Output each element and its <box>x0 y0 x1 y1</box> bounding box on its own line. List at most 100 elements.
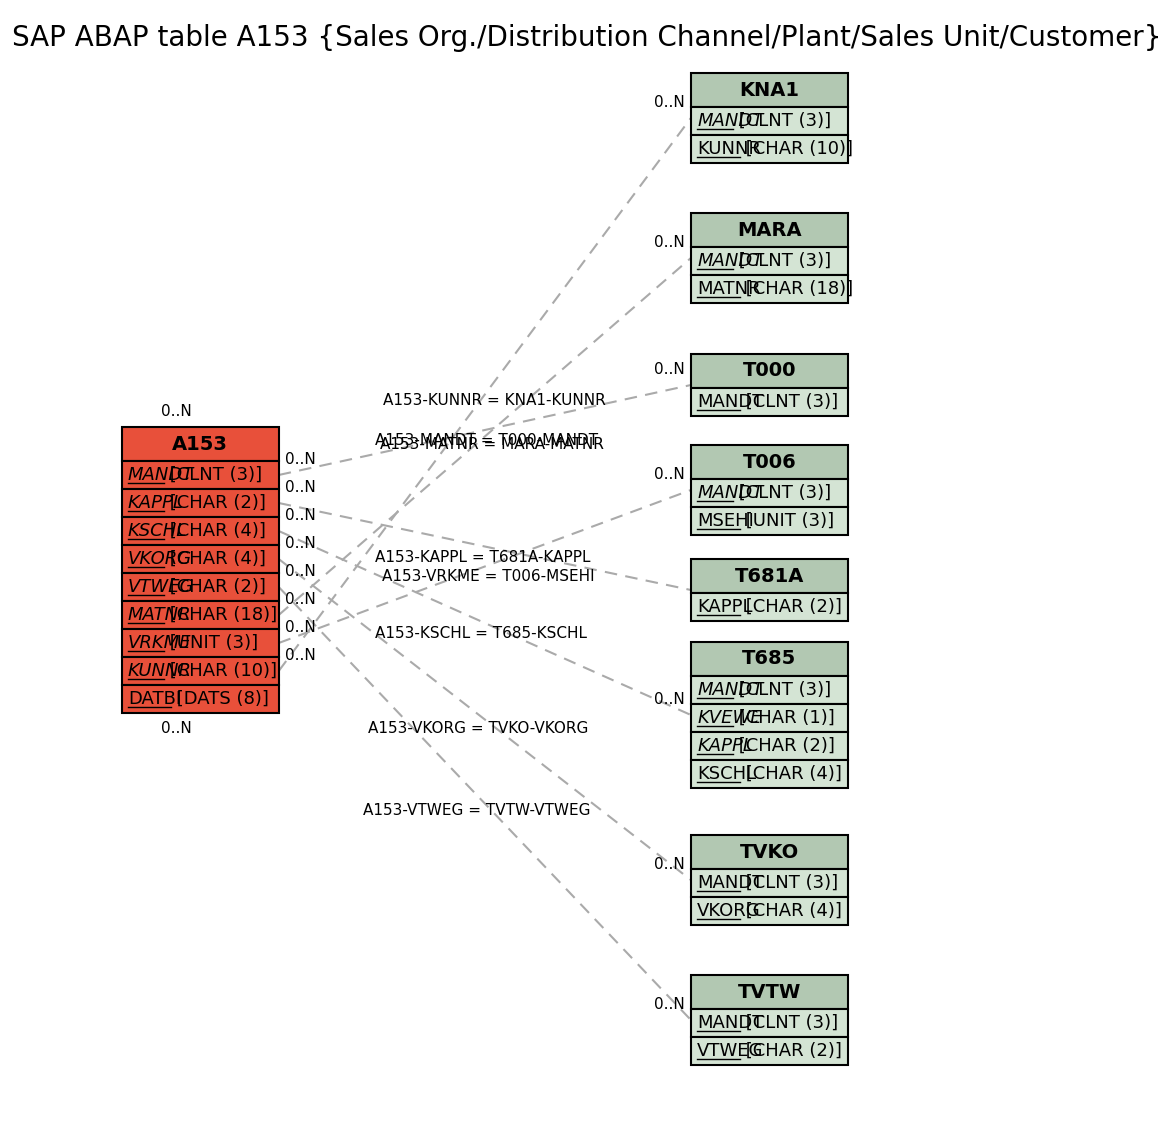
Text: KSCHL: KSCHL <box>697 765 757 782</box>
Text: MANDT: MANDT <box>697 1014 764 1032</box>
Text: [CLNT (3)]: [CLNT (3)] <box>740 874 838 892</box>
Text: [CLNT (3)]: [CLNT (3)] <box>740 1014 838 1032</box>
Text: 0..N: 0..N <box>653 693 685 707</box>
Bar <box>122 629 279 657</box>
Text: MANDT: MANDT <box>697 681 764 699</box>
Bar <box>691 73 848 107</box>
Text: MARA: MARA <box>737 221 801 239</box>
Text: VTWEG: VTWEG <box>128 577 195 596</box>
Text: 0..N: 0..N <box>653 467 685 482</box>
Text: VRKME: VRKME <box>128 634 191 652</box>
Bar <box>691 1009 848 1036</box>
Text: [UNIT (3)]: [UNIT (3)] <box>740 513 834 530</box>
Text: 0..N: 0..N <box>285 648 316 663</box>
Text: KAPPL: KAPPL <box>697 737 753 755</box>
Bar <box>691 1036 848 1065</box>
Text: MSEHI: MSEHI <box>697 513 754 530</box>
Text: 0..N: 0..N <box>285 592 316 607</box>
Text: VTWEG: VTWEG <box>697 1042 764 1060</box>
Text: MANDT: MANDT <box>697 252 764 270</box>
Text: A153-KUNNR = KNA1-KUNNR: A153-KUNNR = KNA1-KUNNR <box>382 393 605 408</box>
Text: [CHAR (2)]: [CHAR (2)] <box>740 1042 841 1060</box>
Text: [CHAR (2)]: [CHAR (2)] <box>164 494 266 513</box>
Text: 0..N: 0..N <box>161 404 192 419</box>
Text: T000: T000 <box>743 361 796 380</box>
Text: [CHAR (18)]: [CHAR (18)] <box>164 606 277 624</box>
Text: A153-VRKME = T006-MSEHI: A153-VRKME = T006-MSEHI <box>382 570 595 584</box>
Text: 0..N: 0..N <box>285 620 316 636</box>
Bar <box>691 213 848 247</box>
Bar <box>691 136 848 163</box>
Text: A153-KSCHL = T685-KSCHL: A153-KSCHL = T685-KSCHL <box>374 625 586 640</box>
Text: KUNNR: KUNNR <box>697 140 761 158</box>
Text: 0..N: 0..N <box>161 721 192 736</box>
Text: A153-KAPPL = T681A-KAPPL: A153-KAPPL = T681A-KAPPL <box>375 550 590 565</box>
Text: MANDT: MANDT <box>697 874 764 892</box>
Text: 0..N: 0..N <box>285 536 316 551</box>
Text: 0..N: 0..N <box>285 452 316 467</box>
Bar <box>691 593 848 621</box>
Text: [CHAR (10)]: [CHAR (10)] <box>740 140 853 158</box>
Text: KSCHL: KSCHL <box>128 522 188 540</box>
Text: [CLNT (3)]: [CLNT (3)] <box>733 484 832 502</box>
Bar <box>691 677 848 704</box>
Text: [CHAR (2)]: [CHAR (2)] <box>164 577 266 596</box>
Text: [CHAR (2)]: [CHAR (2)] <box>733 737 835 755</box>
Text: MANDT: MANDT <box>697 112 764 130</box>
Text: TVTW: TVTW <box>738 983 801 1001</box>
Bar <box>691 732 848 760</box>
Bar <box>691 445 848 480</box>
Text: [CHAR (18)]: [CHAR (18)] <box>740 280 853 298</box>
Text: 0..N: 0..N <box>653 235 685 249</box>
Text: A153-VTWEG = TVTW-VTWEG: A153-VTWEG = TVTW-VTWEG <box>364 803 590 818</box>
Bar <box>122 544 279 573</box>
Text: [CLNT (3)]: [CLNT (3)] <box>733 252 832 270</box>
Text: 0..N: 0..N <box>653 997 685 1011</box>
Bar <box>691 480 848 507</box>
Text: [CHAR (4)]: [CHAR (4)] <box>164 550 266 568</box>
Text: KAPPL: KAPPL <box>128 494 184 513</box>
Bar <box>122 685 279 713</box>
Text: [CLNT (3)]: [CLNT (3)] <box>733 112 832 130</box>
Text: A153: A153 <box>172 434 228 453</box>
Bar <box>122 461 279 489</box>
Text: KUNNR: KUNNR <box>128 662 192 680</box>
Bar <box>691 247 848 274</box>
Bar <box>122 601 279 629</box>
Bar <box>691 274 848 303</box>
Text: [CHAR (4)]: [CHAR (4)] <box>740 765 841 782</box>
Bar <box>122 573 279 601</box>
Bar <box>122 657 279 685</box>
Text: A153-MANDT = T000-MANDT: A153-MANDT = T000-MANDT <box>375 433 598 449</box>
Text: MATNR: MATNR <box>697 280 761 298</box>
Text: KAPPL: KAPPL <box>697 598 753 616</box>
Text: [CHAR (2)]: [CHAR (2)] <box>740 598 841 616</box>
Text: 0..N: 0..N <box>285 564 316 579</box>
Text: 0..N: 0..N <box>653 362 685 377</box>
Text: A153-VKORG = TVKO-VKORG: A153-VKORG = TVKO-VKORG <box>368 721 589 736</box>
Text: VKORG: VKORG <box>697 902 761 920</box>
Text: KNA1: KNA1 <box>739 81 800 99</box>
Text: A153-MATNR = MARA-MATNR: A153-MATNR = MARA-MATNR <box>380 437 604 452</box>
Text: SAP ABAP table A153 {Sales Org./Distribution Channel/Plant/Sales Unit/Customer}: SAP ABAP table A153 {Sales Org./Distribu… <box>12 24 1161 52</box>
Bar <box>122 517 279 544</box>
Bar <box>691 760 848 788</box>
Text: T685: T685 <box>743 649 796 669</box>
Text: [UNIT (3)]: [UNIT (3)] <box>164 634 258 652</box>
Text: 0..N: 0..N <box>653 95 685 110</box>
Text: [CHAR (4)]: [CHAR (4)] <box>164 522 266 540</box>
Bar <box>691 107 848 136</box>
Bar <box>691 704 848 732</box>
Bar <box>691 835 848 869</box>
Bar <box>122 427 279 461</box>
Bar <box>691 507 848 535</box>
Text: KVEWE: KVEWE <box>697 708 761 727</box>
Bar <box>691 559 848 593</box>
Text: [CHAR (10)]: [CHAR (10)] <box>164 662 277 680</box>
Bar <box>691 642 848 677</box>
Text: TVKO: TVKO <box>740 843 799 861</box>
Bar <box>122 489 279 517</box>
Text: MANDT: MANDT <box>697 393 764 411</box>
Text: DATBI: DATBI <box>128 690 181 708</box>
Text: [CLNT (3)]: [CLNT (3)] <box>733 681 832 699</box>
